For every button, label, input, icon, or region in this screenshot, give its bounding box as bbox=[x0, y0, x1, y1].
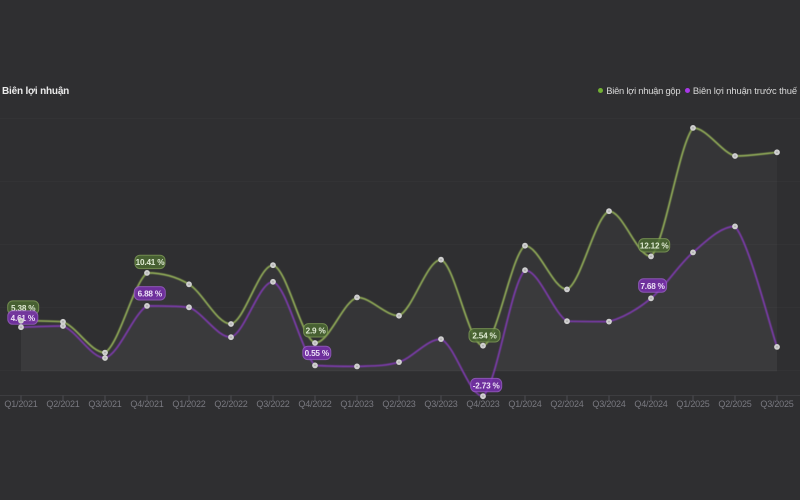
svg-text:0.55 %: 0.55 % bbox=[305, 349, 330, 358]
svg-text:5.38 %: 5.38 % bbox=[11, 304, 36, 313]
svg-text:-2.73 %: -2.73 % bbox=[473, 381, 501, 390]
svg-text:2.54 %: 2.54 % bbox=[472, 332, 497, 341]
svg-text:4.61 %: 4.61 % bbox=[11, 314, 36, 323]
svg-text:10.41 %: 10.41 % bbox=[136, 258, 166, 267]
svg-text:7.68 %: 7.68 % bbox=[640, 282, 665, 291]
svg-text:12.12 %: 12.12 % bbox=[640, 242, 670, 251]
svg-text:6.88 %: 6.88 % bbox=[138, 290, 163, 299]
svg-text:2.9 %: 2.9 % bbox=[306, 327, 327, 336]
